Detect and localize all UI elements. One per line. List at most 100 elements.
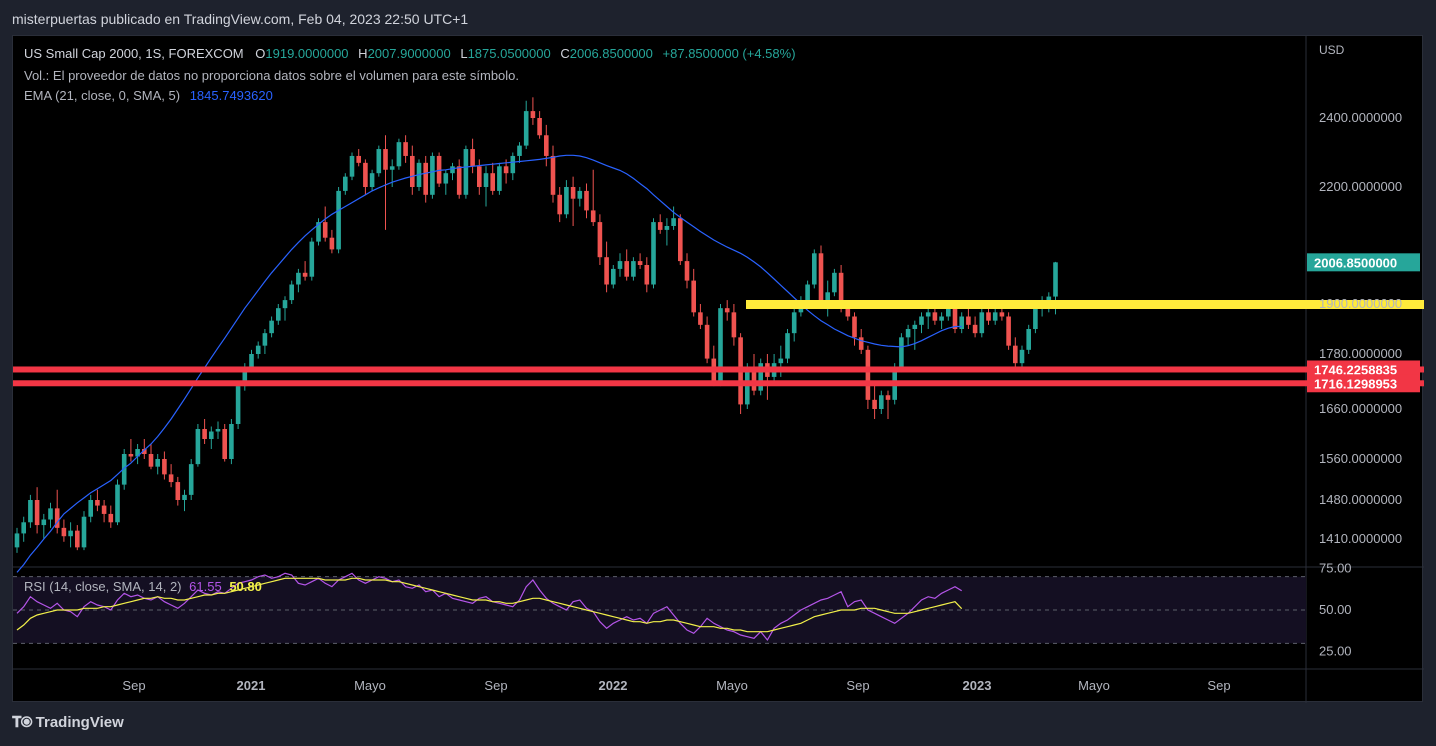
candle-body <box>577 190 583 199</box>
candle-body <box>443 173 449 184</box>
candle-body <box>463 149 469 195</box>
candle-body <box>269 320 274 334</box>
candle-body <box>912 324 918 329</box>
candle-body <box>597 222 603 258</box>
candle-body <box>289 284 294 301</box>
candle-body <box>168 474 174 483</box>
candle-body <box>523 111 529 146</box>
ema-value: 1845.7493620 <box>189 88 273 103</box>
open-value: 1919.0000000 <box>265 46 349 61</box>
candle-body <box>135 449 140 457</box>
candle-body <box>590 210 596 223</box>
price-tick-label: 1780.0000000 <box>1319 346 1402 361</box>
last-price-badge <box>1307 253 1420 272</box>
candle-body <box>899 337 904 368</box>
candle-body <box>229 424 234 459</box>
high-label: H <box>358 46 368 61</box>
price-tick-label: 1480.0000000 <box>1319 492 1402 507</box>
rsi-tick-label: 50.00 <box>1319 602 1352 617</box>
candle-body <box>517 145 522 156</box>
rsi-legend: RSI (14, close, SMA, 14, 2) 61.55 50.80 <box>24 579 262 594</box>
level-label: 1746.2258835 <box>1314 362 1397 377</box>
candle-body <box>832 272 837 293</box>
candle-body <box>966 316 971 325</box>
ema-legend: EMA (21, close, 0, SMA, 5) 1845.7493620 <box>24 88 273 103</box>
candle-body <box>691 280 696 313</box>
price-tick-label: 1410.0000000 <box>1319 531 1402 546</box>
candle-body <box>584 190 589 211</box>
change-value: +87.8500000 (+4.58%) <box>662 46 796 61</box>
candle-body <box>919 316 924 325</box>
candle-body <box>48 508 53 520</box>
candle-body <box>336 190 341 250</box>
candle-body <box>209 431 214 439</box>
candle-body <box>403 142 408 156</box>
candle-body <box>751 367 757 391</box>
candle-body <box>1053 262 1058 297</box>
candle-body <box>75 530 80 548</box>
time-tick-label: Sep <box>122 678 145 693</box>
candle-body <box>879 395 884 409</box>
symbol-title: US Small Cap 2000, 1S, FOREXCOM <box>24 46 244 61</box>
tradingview-logo[interactable]: 𝐓⦿ TradingView <box>12 714 124 731</box>
candle-body <box>128 454 134 457</box>
time-tick-label: Mayo <box>1078 678 1110 693</box>
candle-body <box>845 308 851 317</box>
candle-body <box>108 513 114 523</box>
candle-body <box>858 337 864 350</box>
last-price-label: 2006.8500000 <box>1314 255 1397 270</box>
chart-canvas[interactable]: USD 2400.0000000 2200.0000000 1900.0000000 1… <box>13 36 1424 703</box>
candle-body <box>550 155 556 195</box>
currency-label: USD <box>1319 43 1345 57</box>
candle-body <box>704 324 710 359</box>
candle-body <box>852 316 857 338</box>
candle-body <box>718 308 723 382</box>
rsi-label: RSI (14, close, SMA, 14, 2) <box>24 579 182 594</box>
candle-body <box>637 261 643 265</box>
candle-body <box>430 155 435 195</box>
candle-body <box>162 459 167 475</box>
rsi-tick-label: 25.00 <box>1319 644 1352 659</box>
candle-body <box>664 226 670 230</box>
candle-body <box>188 464 194 495</box>
candle-body <box>544 135 549 156</box>
open-label: O <box>255 46 266 61</box>
candle-body <box>644 265 650 285</box>
candle-body <box>838 272 844 309</box>
candle-body <box>215 429 221 432</box>
candle-body <box>530 111 536 118</box>
time-tick-label: 2021 <box>237 678 266 693</box>
candle-body <box>356 155 361 163</box>
low-label: L <box>460 46 468 61</box>
candle-body <box>41 519 47 526</box>
level-badge <box>1307 374 1420 393</box>
candle-body <box>731 312 737 338</box>
candle-body <box>631 261 636 277</box>
candle-body <box>758 363 763 391</box>
candle-body <box>142 449 147 454</box>
candle-body <box>121 454 127 485</box>
time-tick-label: Sep <box>1207 678 1230 693</box>
rsi-ma-value: 50.80 <box>229 579 262 594</box>
close-value: 2006.8500000 <box>569 46 653 61</box>
candle-body <box>503 166 509 174</box>
candle-body <box>785 333 790 359</box>
candle-body <box>155 459 160 467</box>
candle-body <box>778 358 784 364</box>
candle-body <box>309 241 315 277</box>
candle-body <box>396 142 402 167</box>
time-tick-label: 2023 <box>963 678 992 693</box>
candle-body <box>483 173 489 187</box>
candle-body <box>925 312 931 317</box>
candle-body <box>81 516 87 548</box>
time-tick-label: Mayo <box>354 678 386 693</box>
candle-body <box>992 312 998 321</box>
resistance-zone <box>746 300 1424 309</box>
candle-body <box>369 173 375 187</box>
candle-body <box>939 316 944 321</box>
candle-body <box>148 454 154 467</box>
chart-area[interactable]: USD 2400.0000000 2200.0000000 1900.0000000 1… <box>12 35 1424 703</box>
rsi-line <box>16 572 963 642</box>
symbol-legend: US Small Cap 2000, 1S, FOREXCOM O1919.00… <box>24 46 796 61</box>
candle-body <box>470 149 475 167</box>
